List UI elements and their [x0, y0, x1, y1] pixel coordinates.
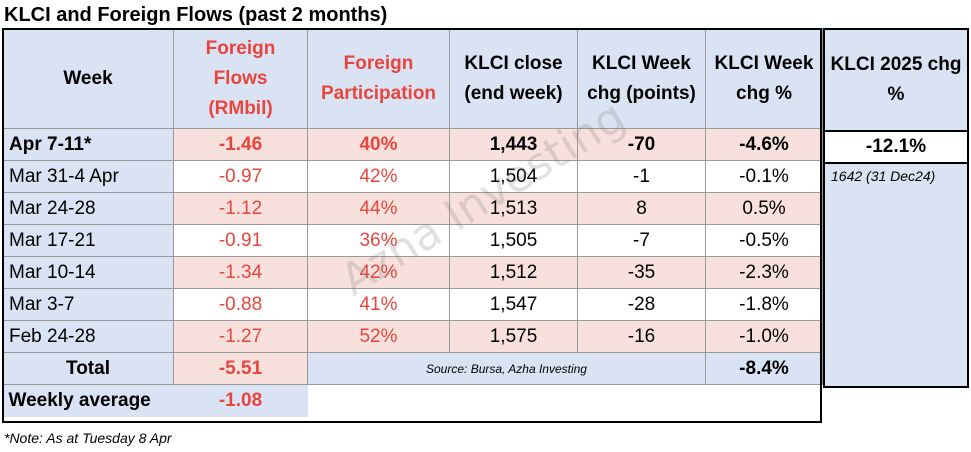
header-klci-close: KLCI close (end week): [449, 28, 578, 129]
week-cell: Mar 3-7: [2, 288, 174, 321]
close-cell: 1,575: [449, 320, 578, 353]
chg-pct-cell: -0.1%: [705, 160, 823, 193]
participation-cell: 40%: [307, 128, 450, 161]
week-cell: Apr 7-11*: [2, 128, 174, 161]
average-label: Weekly average: [2, 384, 174, 417]
chg-cell: -35: [577, 256, 706, 289]
close-cell: 1,512: [449, 256, 578, 289]
close-cell: 1,513: [449, 192, 578, 225]
table-row: Mar 10-14 -1.34 42% 1,512 -35 -2.3%: [2, 256, 823, 289]
flows-cell: -0.88: [173, 288, 308, 321]
chg-pct-cell: -0.5%: [705, 224, 823, 257]
participation-cell: 41%: [307, 288, 450, 321]
chg-cell: -70: [577, 128, 706, 161]
chg-cell: -28: [577, 288, 706, 321]
flows-cell: -1.34: [173, 256, 308, 289]
header-week: Week: [2, 28, 174, 129]
close-cell: 1,443: [449, 128, 578, 161]
participation-cell: 42%: [307, 256, 450, 289]
week-cell: Mar 17-21: [2, 224, 174, 257]
week-cell: Feb 24-28: [2, 320, 174, 353]
footnote: *Note: As at Tuesday 8 Apr: [4, 430, 172, 446]
close-cell: 1,505: [449, 224, 578, 257]
total-flows: -5.51: [173, 352, 308, 385]
chg-pct-cell: 0.5%: [705, 192, 823, 225]
header-foreign-flows: Foreign Flows (RMbil): [173, 28, 308, 129]
participation-cell: 44%: [307, 192, 450, 225]
flows-cell: -0.97: [173, 160, 308, 193]
week-cell: Mar 10-14: [2, 256, 174, 289]
table-row: Mar 3-7 -0.88 41% 1,547 -28 -1.8%: [2, 288, 823, 321]
participation-cell: 36%: [307, 224, 450, 257]
flows-cell: -1.46: [173, 128, 308, 161]
flows-cell: -0.91: [173, 224, 308, 257]
close-cell: 1,504: [449, 160, 578, 193]
average-flows: -1.08: [173, 384, 308, 417]
table-row: Feb 24-28 -1.27 52% 1,575 -16 -1.0%: [2, 320, 823, 353]
flows-table-container: Week Foreign Flows (RMbil) Foreign Parti…: [2, 28, 823, 423]
header-row: Week Foreign Flows (RMbil) Foreign Parti…: [2, 28, 823, 129]
chg-pct-cell: -1.0%: [705, 320, 823, 353]
participation-cell: 52%: [307, 320, 450, 353]
chg-cell: -16: [577, 320, 706, 353]
header-klci-2025-chg-pct: KLCI 2025 chg %: [830, 54, 962, 105]
header-klci-week-chg: KLCI Week chg (points): [577, 28, 706, 129]
total-label: Total: [2, 352, 174, 385]
chg-cell: -1: [577, 160, 706, 193]
header-foreign-participation: Foreign Participation: [307, 28, 450, 129]
week-cell: Mar 24-28: [2, 192, 174, 225]
flows-cell: -1.27: [173, 320, 308, 353]
total-chg-pct: -8.4%: [705, 352, 823, 385]
table-row: Mar 31-4 Apr -0.97 42% 1,504 -1 -0.1%: [2, 160, 823, 193]
ytd-base-note: 1642 (31 Dec24): [831, 168, 936, 184]
table-row: Mar 24-28 -1.12 44% 1,513 8 0.5%: [2, 192, 823, 225]
table-row: Mar 17-21 -0.91 36% 1,505 -7 -0.5%: [2, 224, 823, 257]
table-row: Apr 7-11* -1.46 40% 1,443 -70 -4.6%: [2, 128, 823, 161]
ytd-value: -12.1%: [825, 130, 967, 164]
week-cell: Mar 31-4 Apr: [2, 160, 174, 193]
table-title: KLCI and Foreign Flows (past 2 months): [4, 4, 388, 26]
flows-table: Week Foreign Flows (RMbil) Foreign Parti…: [2, 28, 823, 417]
flows-cell: -1.12: [173, 192, 308, 225]
header-klci-week-chg-pct: KLCI Week chg %: [705, 28, 823, 129]
average-empty: [307, 384, 823, 417]
chg-pct-cell: -2.3%: [705, 256, 823, 289]
total-row: Total -5.51 Source: Bursa, Azha Investin…: [2, 352, 823, 385]
source-note: Source: Bursa, Azha Investing: [307, 352, 706, 385]
chg-cell: 8: [577, 192, 706, 225]
close-cell: 1,547: [449, 288, 578, 321]
average-row: Weekly average -1.08: [2, 384, 823, 417]
chg-cell: -7: [577, 224, 706, 257]
participation-cell: 42%: [307, 160, 450, 193]
ytd-panel: KLCI 2025 chg % -12.1% 1642 (31 Dec24): [823, 28, 969, 388]
chg-pct-cell: -1.8%: [705, 288, 823, 321]
chg-pct-cell: -4.6%: [705, 128, 823, 161]
